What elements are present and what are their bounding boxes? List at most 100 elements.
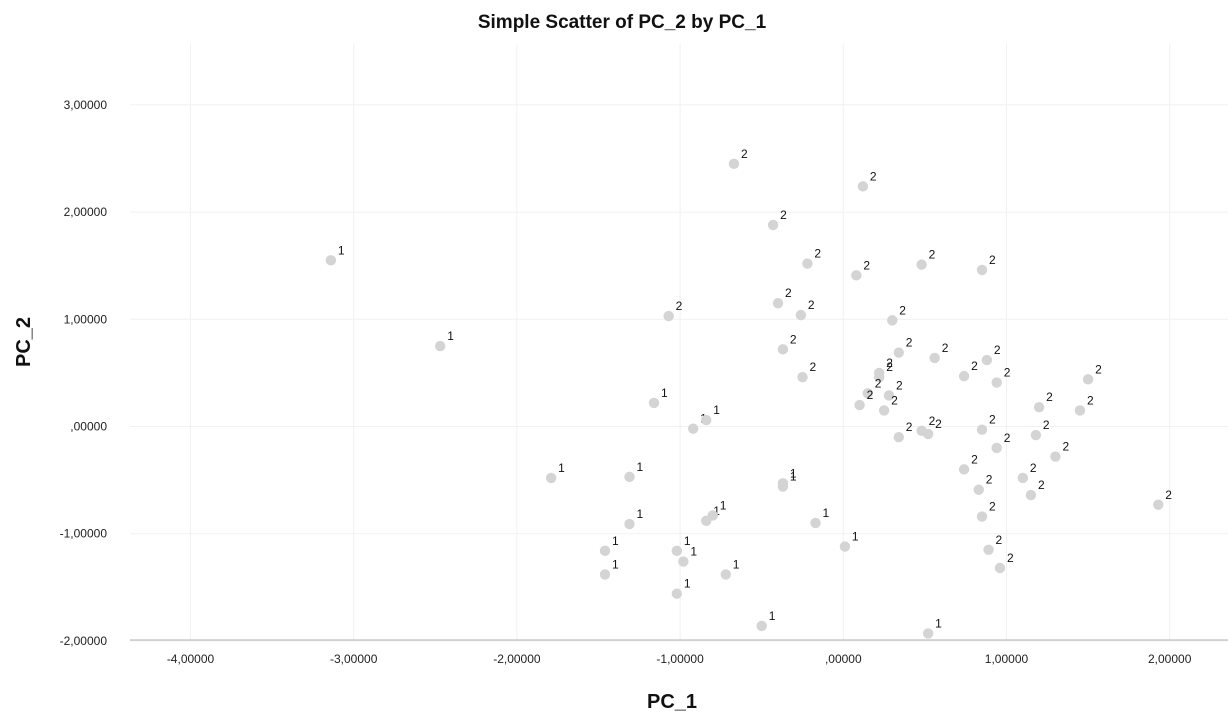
data-point-label: 2 [996,533,1003,547]
data-point-label: 1 [661,386,668,400]
data-point [1074,405,1086,416]
data-point [648,397,660,409]
data-point [983,544,994,555]
data-point [994,562,1006,574]
data-point-label: 2 [785,286,792,300]
data-point [663,310,674,322]
y-axis-title: PC_2 [13,317,35,367]
data-point-label: 2 [1038,478,1045,492]
data-point [862,388,873,399]
data-point [687,423,699,434]
data-point [701,414,712,426]
data-point-label: 2 [1030,461,1037,475]
data-point-label: 2 [994,343,1001,357]
data-point [929,352,940,364]
data-point-label: 2 [989,413,996,427]
data-point-label: 1 [790,470,797,484]
data-point-label: 2 [1165,488,1172,502]
data-point [772,298,784,309]
data-point-label: 2 [986,473,993,487]
data-point-label: 1 [720,498,727,512]
x-axis-title: PC_1 [647,691,697,713]
data-point [976,424,988,435]
y-tick-label: -1,00000 [60,527,108,541]
data-point [624,518,635,530]
y-tick-label: ,00000 [70,420,107,434]
x-tick-label: ,00000 [825,652,862,666]
data-point [991,377,1002,388]
data-point-label: 1 [558,461,565,475]
x-tick-label: -3,00000 [330,652,378,666]
data-point-label: 2 [810,360,817,374]
data-point-label: 2 [1046,390,1053,404]
data-point [325,255,337,266]
data-point [958,464,970,475]
data-point [1050,451,1061,462]
data-point [707,510,718,521]
data-point-label: 1 [684,534,691,548]
data-point-label: 2 [867,388,874,402]
data-point [976,264,988,276]
data-point [878,405,890,416]
data-point-label: 2 [896,378,903,392]
data-point-label: 2 [899,303,906,317]
data-point [893,347,904,358]
data-point [1017,472,1029,484]
data-point [851,270,862,281]
data-point-label: 2 [676,299,683,313]
data-point [991,442,1002,454]
data-point-label: 2 [989,253,996,267]
data-point-label: 2 [780,208,787,222]
data-point-label: 2 [891,393,898,407]
data-point [893,432,904,443]
data-point [802,258,813,269]
data-point [1082,374,1094,385]
data-point [795,309,807,321]
grid-lines [130,44,1228,642]
data-point [958,370,970,382]
data-point-label: 2 [863,258,870,272]
data-point [728,158,740,170]
data-point [1030,429,1042,441]
data-point [857,181,869,192]
data-point [981,354,993,366]
y-tick-label: 2,00000 [64,205,108,219]
data-point-label: 2 [1043,418,1050,432]
x-tick-label: 2,00000 [1148,652,1192,666]
data-point-label: 2 [1087,393,1094,407]
data-point-label: 2 [1062,440,1069,454]
data-point-label: 1 [733,557,740,571]
data-point [624,471,635,483]
data-point-label: 1 [637,460,644,474]
data-point-label: 1 [790,466,797,480]
data-point [874,371,885,383]
data-point [777,344,789,355]
data-point-label: 1 [852,530,859,544]
data-point-label: 2 [1004,431,1011,445]
data-point-label: 1 [338,243,345,257]
data-point-label: 1 [612,557,619,571]
data-point [887,315,898,326]
data-point-label: 2 [1004,366,1011,380]
data-point-label: 1 [684,577,691,591]
x-axis-ticks: -4,00000 -3,00000 -2,00000 -1,00000 ,00000 1,… [167,652,1192,666]
data-point-label: 1 [447,329,454,343]
data-point [545,472,557,484]
data-point-label: 2 [1007,551,1014,565]
data-point-label: 2 [870,169,877,183]
x-tick-label: -1,00000 [656,652,704,666]
data-point [922,428,934,440]
data-point [434,340,446,352]
data-point-label: 1 [690,545,697,559]
data-point-label: 2 [942,341,949,355]
data-point-label: 2 [906,420,913,434]
y-tick-label: 1,00000 [64,312,108,326]
data-point [797,371,808,383]
data-point-label: 1 [935,616,942,630]
data-point [1033,402,1045,413]
data-point [777,481,789,492]
data-point-label: 2 [929,248,936,262]
data-point [916,259,927,270]
data-point [599,569,611,580]
data-point-label: 1 [713,403,720,417]
